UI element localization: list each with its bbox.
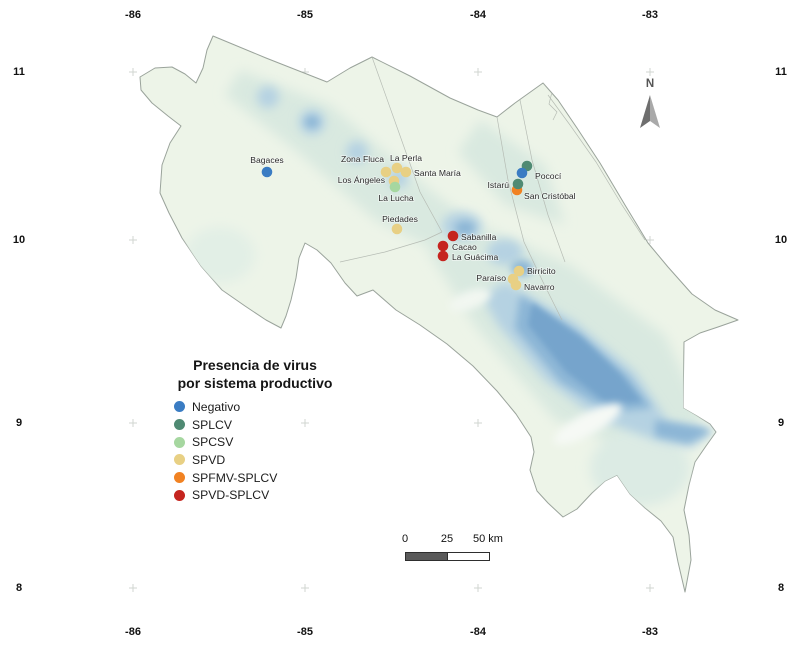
map-point-birricito xyxy=(513,265,525,277)
axis-label-right-9: 9 xyxy=(777,417,785,429)
scale-tick-50km: 50 km xyxy=(473,533,503,545)
legend-item-label: SPFMV-SPLCV xyxy=(192,470,278,485)
place-label: La Perla xyxy=(390,153,422,163)
axis-label-left-8: 8 xyxy=(15,582,23,594)
axis-label-bottom--86: -86 xyxy=(125,626,141,638)
place-label: Zona Fluca xyxy=(341,154,384,164)
map-point-la-perla xyxy=(391,162,403,174)
legend-item-spcsv: SPCSV xyxy=(162,433,348,451)
map-point-la-lucha xyxy=(389,181,401,193)
legend-dot-icon xyxy=(174,436,185,448)
legend-dot-icon xyxy=(174,419,185,431)
axis-label-bottom--85: -85 xyxy=(297,626,313,638)
scale-bar-light-half xyxy=(448,553,489,560)
place-label: Cacao xyxy=(452,242,477,252)
scale-tick-0: 0 xyxy=(401,533,409,545)
place-label: Navarro xyxy=(524,282,555,292)
map-point-bagaces xyxy=(261,166,273,178)
axis-label-top--85: -85 xyxy=(297,9,313,21)
scale-bar: 0 25 50 km xyxy=(398,533,508,567)
legend-item-label: SPCSV xyxy=(192,435,234,450)
legend-item-spfmv-splcv: SPFMV-SPLCV xyxy=(162,469,348,487)
axis-label-left-10: 10 xyxy=(12,234,26,246)
map-point-la-guacima xyxy=(437,250,449,262)
map-point-sabanilla xyxy=(447,230,459,242)
legend-item-label: Negativo xyxy=(192,399,241,414)
axis-label-top--83: -83 xyxy=(642,9,658,21)
axis-label-left-9: 9 xyxy=(15,417,23,429)
place-label: Los Ángeles xyxy=(338,175,385,185)
axis-label-right-8: 8 xyxy=(777,582,785,594)
map-point-piedades xyxy=(391,223,403,235)
legend-item-spvd: SPVD xyxy=(162,451,348,469)
elevation-shading xyxy=(185,56,713,506)
country-outline xyxy=(139,35,739,593)
north-arrow: N xyxy=(634,78,666,134)
legend-items: Negativo SPLCV SPCSV SPVD SPFMV-SPLCV SPVD-SP… xyxy=(162,398,348,504)
scale-bar-rect xyxy=(405,552,490,561)
legend-item-negativo: Negativo xyxy=(162,398,348,416)
place-label: Istarú xyxy=(488,180,510,190)
north-label: N xyxy=(645,78,655,90)
axis-label-left-11: 11 xyxy=(13,66,25,78)
axis-label-right-11: 11 xyxy=(775,66,787,78)
place-labels-layer: Bagaces Zona Fluca La Perla Santa María Los … xyxy=(249,152,576,293)
place-label: San Cristóbal xyxy=(524,191,576,201)
scale-bar-dark-half xyxy=(406,553,448,560)
place-label: La Lucha xyxy=(378,193,414,203)
legend-item-label: SPVD xyxy=(192,452,226,467)
axis-label-bottom--84: -84 xyxy=(470,626,486,638)
legend-title-line1: Presencia de virus xyxy=(193,357,317,373)
place-label: Piedades xyxy=(382,214,418,224)
legend-dot-icon xyxy=(174,454,185,466)
axis-label-top--86: -86 xyxy=(125,9,141,21)
axis-label-top--84: -84 xyxy=(470,9,486,21)
place-label: Paraíso xyxy=(476,273,506,283)
map-point-navarro xyxy=(510,279,522,291)
legend-dot-icon xyxy=(174,489,185,501)
legend-title-line2: por sistema productivo xyxy=(177,374,333,391)
map-point-cacao xyxy=(437,240,449,252)
province-boundaries xyxy=(339,56,646,321)
place-label: Sabanilla xyxy=(461,232,497,242)
map-point-istaru-splcv xyxy=(512,178,524,190)
map-point-zona-fluca xyxy=(380,166,392,178)
place-label: Bagaces xyxy=(250,155,283,165)
legend-item-label: SPLCV xyxy=(192,417,232,432)
legend: Presencia de virus por sistema productiv… xyxy=(162,357,348,504)
legend-dot-icon xyxy=(174,472,185,484)
axis-label-bottom--83: -83 xyxy=(642,626,658,638)
map-point-pococi-negativo xyxy=(516,167,528,179)
legend-item-label: SPVD-SPLCV xyxy=(192,488,270,503)
axis-label-right-10: 10 xyxy=(774,234,788,246)
legend-dot-icon xyxy=(174,401,185,413)
legend-item-splcv: SPLCV xyxy=(162,416,348,434)
legend-item-spvd-splcv: SPVD-SPLCV xyxy=(162,486,348,504)
place-label: Pococí xyxy=(535,171,562,181)
scale-tick-25: 25 xyxy=(440,533,454,545)
map-point-santa-maria xyxy=(400,166,412,178)
place-label: Birricito xyxy=(527,266,556,276)
north-arrow-icon xyxy=(640,95,660,128)
place-label: La Guácima xyxy=(452,252,499,262)
place-label: Santa María xyxy=(414,168,461,178)
sample-points-layer xyxy=(261,160,533,291)
